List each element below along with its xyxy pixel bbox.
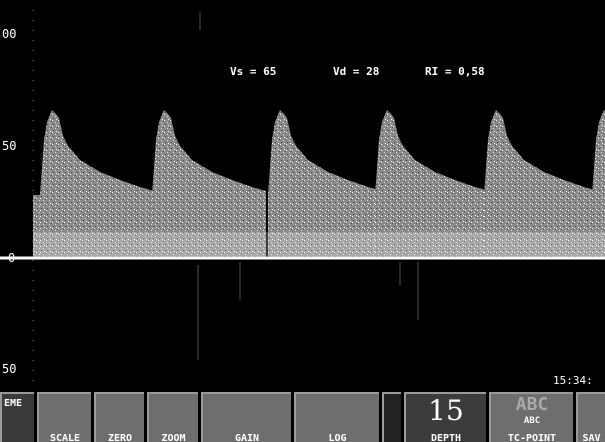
measurement-vd: Vd = 28	[333, 65, 379, 78]
spectrum-display: 00 50 0 50 Vs = 65 Vd = 28 RI = 0,58 15:…	[0, 0, 605, 392]
depth-key[interactable]: 15 DEPTH	[404, 392, 486, 442]
zoom-key[interactable]: ZOOM	[147, 392, 198, 442]
gain-key[interactable]: GAIN	[201, 392, 291, 442]
scale-label: 50	[2, 139, 16, 153]
key-label: LOG	[296, 433, 379, 442]
key-label: TC-POINT	[491, 433, 573, 442]
key-label: SAV	[578, 433, 605, 442]
text-key[interactable]: ABC ABC TC-POINT	[489, 392, 573, 442]
key-label: GAIN	[203, 433, 291, 442]
measurement-ri: RI = 0,58	[425, 65, 485, 78]
scale-label: 0	[8, 251, 15, 265]
key-label: ZERO	[96, 433, 144, 442]
mode-key[interactable]: EME	[0, 392, 34, 442]
key-label: EME	[4, 398, 22, 409]
save-key[interactable]: SAV	[576, 392, 605, 442]
key-label: DEPTH	[406, 433, 486, 442]
depth-value: 15	[406, 394, 486, 427]
low-velocity-band	[33, 232, 605, 256]
scale-label: 00	[2, 27, 16, 41]
key-label: SCALE	[39, 433, 91, 442]
log-key[interactable]: LOG	[294, 392, 379, 442]
measurement-vs: Vs = 65	[230, 65, 276, 78]
zero-key[interactable]: ZERO	[94, 392, 144, 442]
doppler-screen: 00 50 0 50 Vs = 65 Vd = 28 RI = 0,58 15:…	[0, 0, 605, 442]
abc-large: ABC	[491, 394, 573, 415]
scale-key[interactable]: SCALE	[37, 392, 91, 442]
clock: 15:34:	[553, 374, 593, 387]
slider[interactable]	[382, 392, 401, 442]
scale-label: 50	[2, 362, 16, 376]
abc-small: ABC	[491, 416, 573, 426]
key-label: ZOOM	[149, 433, 198, 442]
